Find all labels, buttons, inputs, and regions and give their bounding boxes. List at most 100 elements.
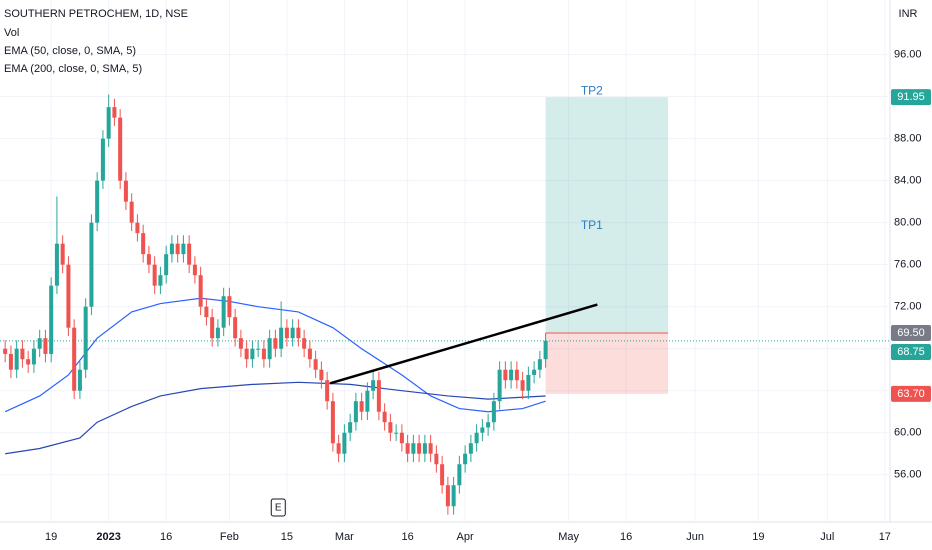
candle-body xyxy=(491,401,496,423)
stop-price-label-bg xyxy=(891,385,931,402)
tp1-label: TP1 xyxy=(581,218,603,232)
candle-body xyxy=(187,243,192,265)
candle-body xyxy=(83,306,88,370)
candle-body xyxy=(514,369,519,381)
chart-title: SOUTHERN PETROCHEM, 1D, NSE xyxy=(4,8,188,20)
y-tick-label: 56.00 xyxy=(894,469,922,481)
candle-body xyxy=(382,411,387,423)
y-tick-label: 84.00 xyxy=(894,175,922,187)
candle-body xyxy=(480,427,485,433)
trendline xyxy=(329,303,598,385)
candle-body xyxy=(330,401,335,444)
candle-body xyxy=(388,422,393,433)
candle-body xyxy=(307,348,312,360)
last-price-label-bg xyxy=(891,343,931,360)
candle-body xyxy=(532,369,537,375)
y-tick-label: 60.00 xyxy=(894,427,922,439)
x-tick-label: Apr xyxy=(457,531,474,543)
target-price-label-bg xyxy=(891,89,931,106)
candle-body xyxy=(14,348,19,370)
candle-body xyxy=(365,390,370,412)
candle-body xyxy=(72,327,77,391)
tp2-label: TP2 xyxy=(581,83,603,97)
candle-body xyxy=(313,359,318,370)
x-tick-label: 19 xyxy=(45,531,57,543)
candle-body xyxy=(221,296,226,328)
candle-body xyxy=(342,432,347,454)
x-tick-label: 16 xyxy=(402,531,414,543)
candle-body xyxy=(537,359,542,370)
candle-body xyxy=(267,338,272,360)
target-zone xyxy=(545,97,669,333)
candle-body xyxy=(31,348,36,365)
candle-body xyxy=(428,443,433,454)
x-tick-label: Feb xyxy=(220,531,239,543)
y-tick-label: 72.00 xyxy=(894,301,922,313)
candle-body xyxy=(100,138,105,181)
entry-price-label: 69.50 xyxy=(897,327,925,339)
candle-body xyxy=(49,285,54,354)
volume-legend: Vol xyxy=(4,27,19,39)
candle-body xyxy=(520,380,525,391)
candle-body xyxy=(146,254,151,265)
last-price-label: 68.75 xyxy=(897,346,925,358)
candle-body xyxy=(135,222,140,234)
candle-body xyxy=(422,443,427,454)
x-tick-label: 16 xyxy=(160,531,172,543)
candle-body xyxy=(3,348,8,354)
entry-price-label-bg xyxy=(891,324,931,341)
candle-body xyxy=(198,275,203,307)
earnings-label: E xyxy=(275,503,282,514)
x-tick-label: May xyxy=(558,531,579,543)
candle-body xyxy=(141,233,146,255)
legend-entry: EMA (200, close, 0, SMA, 5) xyxy=(4,63,142,75)
candle-body xyxy=(215,327,220,339)
candle-body xyxy=(227,296,232,318)
candle-body xyxy=(348,422,353,433)
candle-body xyxy=(106,107,111,139)
candle-body xyxy=(497,369,502,402)
candle-body xyxy=(54,243,59,286)
candle-body xyxy=(319,369,324,381)
candle-body xyxy=(325,380,330,402)
ema-line xyxy=(4,297,546,413)
candle-body xyxy=(192,264,197,276)
candle-body xyxy=(261,348,266,360)
candle-body xyxy=(279,327,284,349)
candle-body xyxy=(8,353,13,370)
candle-body xyxy=(359,401,364,412)
x-tick-label: 2023 xyxy=(96,531,120,543)
y-tick-label: 80.00 xyxy=(894,217,922,229)
candle-body xyxy=(371,380,376,391)
candle-body xyxy=(43,338,48,354)
x-tick-label: 19 xyxy=(752,531,764,543)
candle-body xyxy=(440,464,445,486)
candle-body xyxy=(233,317,238,339)
candle-body xyxy=(118,117,123,181)
candle-body xyxy=(463,453,468,465)
x-tick-label: 17 xyxy=(879,531,891,543)
candle-body xyxy=(204,306,209,318)
stop-zone xyxy=(545,332,669,394)
candle-body xyxy=(451,485,456,507)
earnings-badge xyxy=(270,498,286,517)
candle-body xyxy=(112,107,117,118)
candle-body xyxy=(284,327,289,339)
candle-body xyxy=(175,243,180,255)
x-tick-label: Jul xyxy=(820,531,834,543)
stop-price-label: 63.70 xyxy=(897,388,925,400)
candle-body xyxy=(411,443,416,454)
candle-body xyxy=(273,338,278,349)
candle-body xyxy=(123,180,128,202)
candle-body xyxy=(445,485,450,507)
candle-body xyxy=(474,432,479,444)
candle-body xyxy=(89,222,94,307)
x-tick-label: Mar xyxy=(335,531,354,543)
candle-body xyxy=(468,443,473,454)
y-tick-label: 96.00 xyxy=(894,49,922,61)
candle-body xyxy=(152,264,157,286)
candle-body xyxy=(244,348,249,360)
candle-body xyxy=(169,243,174,255)
